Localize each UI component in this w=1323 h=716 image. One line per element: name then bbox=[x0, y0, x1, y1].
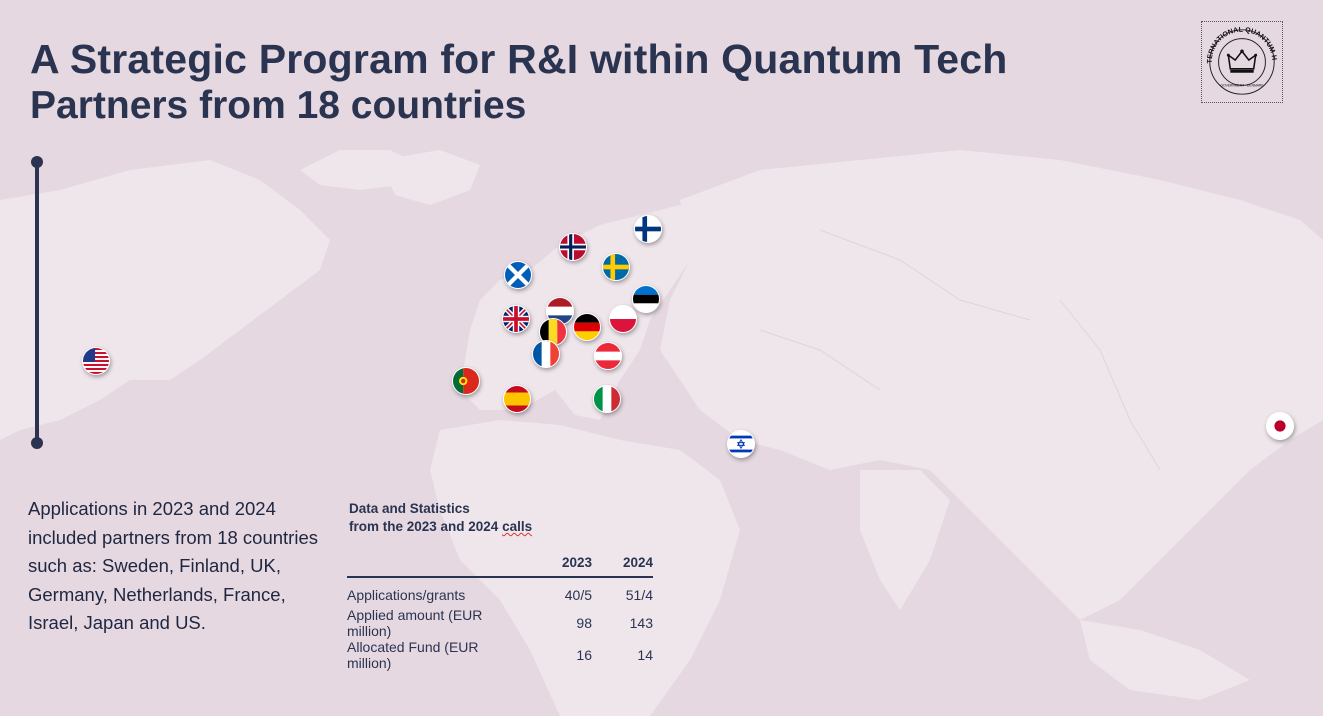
usa-flag-icon bbox=[82, 347, 110, 375]
austria-flag-icon bbox=[594, 342, 622, 370]
scotland-flag-icon bbox=[504, 261, 532, 289]
stats-heading-line1: Data and Statistics bbox=[349, 501, 470, 516]
stats-heading-line2: from the 2023 and 2024 calls bbox=[349, 519, 533, 534]
italy-flag-icon bbox=[593, 385, 621, 413]
svg-text:GOVERNMENT · DENMARK: GOVERNMENT · DENMARK bbox=[1221, 83, 1265, 87]
finland-flag-icon bbox=[634, 215, 662, 243]
poland-flag-icon bbox=[609, 305, 637, 333]
portugal-flag-icon bbox=[452, 367, 480, 395]
stats-table-header: 2023 2024 bbox=[347, 555, 653, 577]
table-row: Allocated Fund (EUR million) 16 14 bbox=[347, 639, 653, 671]
stats-table: 2023 2024 Applications/grants 40/5 51/4 … bbox=[347, 555, 653, 671]
stats-col-2024: 2024 bbox=[622, 555, 653, 570]
germany-flag-icon bbox=[573, 313, 601, 341]
timeline-bar bbox=[31, 156, 43, 449]
row-value-2024: 51/4 bbox=[625, 586, 653, 603]
row-value-2023: 98 bbox=[576, 615, 592, 631]
row-value-2024: 14 bbox=[637, 647, 653, 663]
svg-text:INTERNATIONAL QUANTUM HUB: INTERNATIONAL QUANTUM HUB bbox=[1202, 22, 1277, 64]
japan-flag-icon bbox=[1266, 412, 1294, 440]
stats-col-2023: 2023 bbox=[561, 555, 592, 570]
uk-flag-icon bbox=[502, 305, 530, 333]
stats-col-label bbox=[347, 555, 525, 577]
spain-flag-icon bbox=[503, 385, 531, 413]
page-subtitle: Partners from 18 countries bbox=[30, 84, 527, 127]
stats-heading: Data and Statistics from the 2023 and 20… bbox=[349, 500, 532, 536]
crown-seal-icon: INTERNATIONAL QUANTUM HUB GOVERNMENT · D… bbox=[1199, 17, 1277, 95]
table-row: Applications/grants 40/5 51/4 bbox=[347, 577, 653, 607]
intro-paragraph: Applications in 2023 and 2024 included p… bbox=[28, 498, 318, 633]
norway-flag-icon bbox=[559, 233, 587, 261]
row-value-2023: 16 bbox=[576, 647, 592, 663]
row-label: Allocated Fund (EUR million) bbox=[347, 639, 479, 671]
table-row: Applied amount (EUR million) 98 143 bbox=[347, 607, 653, 639]
page-title: A Strategic Program for R&I within Quant… bbox=[30, 36, 1008, 82]
france-flag-icon bbox=[532, 340, 560, 368]
israel-flag-icon bbox=[727, 430, 755, 458]
row-label: Applications/grants bbox=[347, 586, 466, 603]
row-value-2023: 40/5 bbox=[564, 586, 592, 603]
sweden-flag-icon bbox=[602, 253, 630, 281]
international-quantum-hub-logo: INTERNATIONAL QUANTUM HUB GOVERNMENT · D… bbox=[1199, 17, 1283, 103]
row-label: Applied amount (EUR million) bbox=[347, 607, 483, 639]
estonia-flag-icon bbox=[632, 285, 660, 313]
row-value-2024: 143 bbox=[629, 615, 653, 631]
